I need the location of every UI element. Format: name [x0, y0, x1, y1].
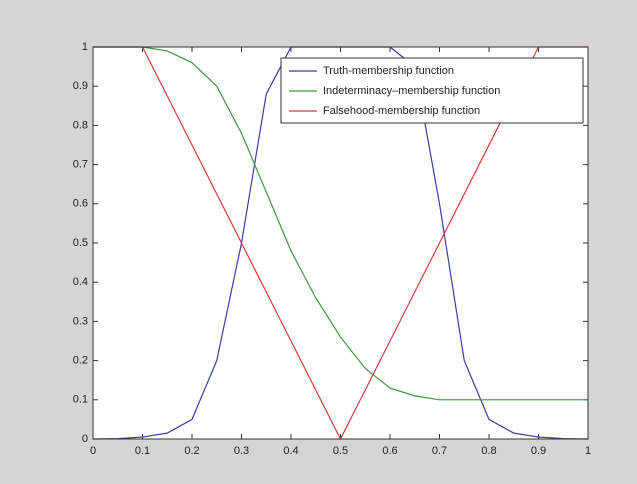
x-tick-label: 0.9 — [531, 445, 546, 457]
x-tick-label: 1 — [585, 445, 591, 457]
legend-label: Falsehood-membership function — [323, 105, 480, 117]
x-tick-label: 0.7 — [432, 445, 447, 457]
y-tick-label: 0.6 — [73, 198, 88, 210]
x-tick-label: 0.8 — [481, 445, 496, 457]
x-tick-label: 0 — [90, 445, 96, 457]
y-tick-label: 0.5 — [73, 237, 88, 249]
x-tick-label: 0.4 — [283, 445, 298, 457]
legend-box — [280, 57, 584, 124]
x-tick-label: 0.1 — [135, 445, 150, 457]
axes-box — [92, 46, 589, 440]
y-tick-label: 0.4 — [73, 276, 88, 288]
y-tick-label: 0.7 — [73, 159, 88, 171]
y-tick-label: 0.9 — [73, 80, 88, 92]
x-tick-label: 0.3 — [234, 445, 249, 457]
y-tick-label: 0.2 — [73, 355, 88, 367]
y-tick-label: 0.8 — [73, 119, 88, 131]
x-tick-label: 0.6 — [382, 445, 397, 457]
series-line — [93, 46, 588, 401]
legend-label: Indeterminacy–membership function — [323, 85, 500, 97]
y-tick-label: 1 — [82, 41, 88, 53]
x-tick-label: 0.2 — [184, 445, 199, 457]
y-tick-label: 0.3 — [73, 315, 88, 327]
y-tick-label: 0 — [82, 433, 88, 445]
x-tick-label: 0.5 — [333, 445, 348, 457]
y-tick-label: 0.1 — [73, 394, 88, 406]
legend-label: Truth-membership function — [323, 65, 454, 77]
